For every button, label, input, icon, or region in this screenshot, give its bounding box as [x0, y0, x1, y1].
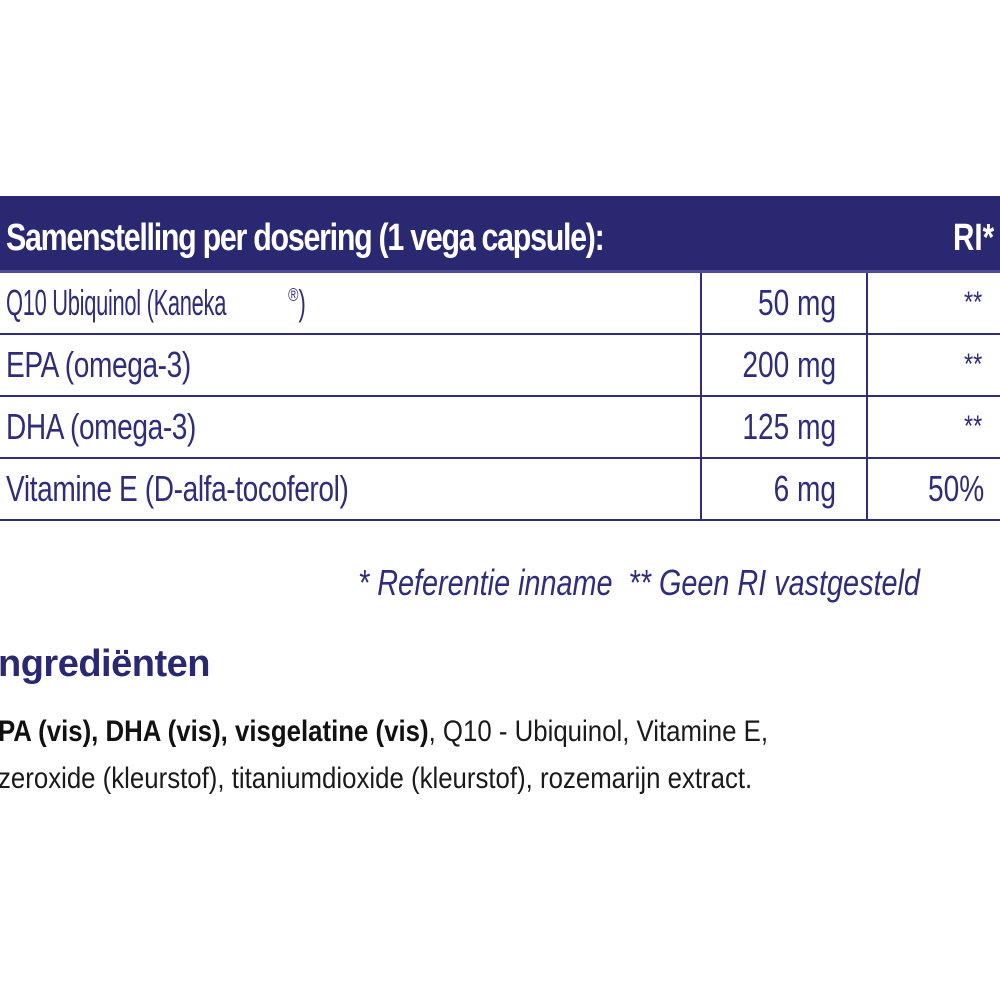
ingredient-name: Vitamine E (D-alfa-tocoferol) — [6, 468, 349, 509]
ingredient-ri: ** — [964, 286, 983, 319]
footnote-no-ri: ** Geen RI vastgesteld — [628, 562, 920, 603]
table-row: DHA (omega-3) 125 mg ** — [0, 397, 1000, 459]
footnote: * Referentie inname ** Geen RI vastgestel… — [358, 561, 920, 605]
ingredients-line-1: PA (vis), DHA (vis), visgelatine (vis), … — [0, 715, 768, 748]
ingredients-line-2: zeroxide (kleurstof), titaniumdioxide (k… — [0, 762, 753, 795]
table-row: EPA (omega-3) 200 mg ** — [0, 335, 1000, 397]
footnote-ri-definition: * Referentie inname — [358, 562, 613, 603]
table-row: Q10 Ubiquinol (Kaneka ®) 50 mg ** — [0, 273, 1000, 335]
table-header: Samenstelling per dosering (1 vega capsu… — [0, 196, 1000, 273]
table-header-ri: RI* — [953, 217, 995, 259]
ingredient-amount: 6 mg — [700, 459, 868, 519]
ingredient-ri: 50% — [928, 468, 985, 509]
ingredient-ri: ** — [964, 348, 983, 381]
ingredient-name: DHA (omega-3) — [6, 406, 197, 447]
table-row: Vitamine E (D-alfa-tocoferol) 6 mg 50% — [0, 459, 1000, 521]
ingredient-name: EPA (omega-3) — [6, 344, 191, 385]
allergen-text: PA (vis), DHA (vis), visgelatine (vis) — [0, 715, 429, 748]
ingredients-heading: ngrediënten — [0, 643, 210, 685]
registered-mark: ® — [288, 285, 299, 305]
ingredient-amount: 125 mg — [700, 397, 868, 457]
ingredient-ri: ** — [964, 410, 983, 443]
ingredient-amount: 50 mg — [700, 273, 868, 333]
ingredient-amount: 200 mg — [700, 335, 868, 395]
table-header-title: Samenstelling per dosering (1 vega capsu… — [6, 217, 605, 259]
ingredient-name: Q10 Ubiquinol (Kaneka ®) — [6, 282, 306, 323]
